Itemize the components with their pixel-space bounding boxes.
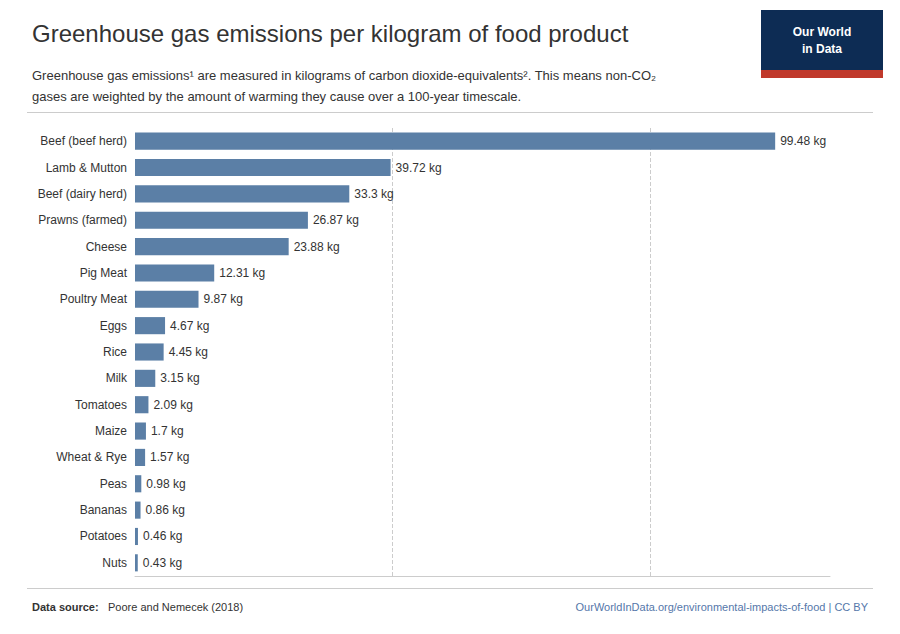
svg-text:Bananas: Bananas <box>80 503 127 517</box>
svg-text:4.67 kg: 4.67 kg <box>170 319 209 333</box>
svg-text:Cheese: Cheese <box>86 240 128 254</box>
svg-text:Tomatoes: Tomatoes <box>75 398 127 412</box>
svg-text:Maize: Maize <box>95 424 127 438</box>
svg-text:Greenhouse gas emissions¹ are: Greenhouse gas emissions¹ are measured i… <box>32 68 656 83</box>
svg-text:12.31 kg: 12.31 kg <box>219 266 265 280</box>
svg-text:Poultry Meat: Poultry Meat <box>60 292 128 306</box>
svg-text:Poore and Nemecek (2018): Poore and Nemecek (2018) <box>108 601 243 613</box>
svg-text:Rice: Rice <box>103 345 127 359</box>
svg-text:Beef (dairy herd): Beef (dairy herd) <box>38 187 127 201</box>
svg-text:39.72 kg: 39.72 kg <box>396 161 442 175</box>
svg-text:33.3 kg: 33.3 kg <box>354 187 393 201</box>
svg-text:0.86 kg: 0.86 kg <box>146 503 185 517</box>
svg-text:gases are weighted by the amou: gases are weighted by the amount of warm… <box>32 89 521 104</box>
svg-text:in Data: in Data <box>802 42 842 56</box>
svg-text:Beef (beef herd): Beef (beef herd) <box>40 134 127 148</box>
svg-text:1.7 kg: 1.7 kg <box>151 424 184 438</box>
svg-text:1.57 kg: 1.57 kg <box>150 450 189 464</box>
svg-text:23.88 kg: 23.88 kg <box>294 240 340 254</box>
svg-text:Peas: Peas <box>100 477 127 491</box>
svg-text:OurWorldInData.org/environment: OurWorldInData.org/environmental-impacts… <box>576 601 869 613</box>
svg-text:Data source:: Data source: <box>32 601 99 613</box>
svg-text:Potatoes: Potatoes <box>80 529 127 543</box>
svg-text:Greenhouse gas emissions per k: Greenhouse gas emissions per kilogram of… <box>32 20 629 47</box>
svg-text:Pig Meat: Pig Meat <box>80 266 128 280</box>
svg-text:0.46 kg: 0.46 kg <box>143 529 182 543</box>
svg-text:2.09 kg: 2.09 kg <box>153 398 192 412</box>
svg-text:Nuts: Nuts <box>102 556 127 570</box>
svg-text:Wheat & Rye: Wheat & Rye <box>56 450 127 464</box>
svg-text:0.98 kg: 0.98 kg <box>146 477 185 491</box>
svg-text:9.87 kg: 9.87 kg <box>204 292 243 306</box>
svg-text:99.48 kg: 99.48 kg <box>780 134 826 148</box>
svg-text:0.43 kg: 0.43 kg <box>143 556 182 570</box>
svg-text:Lamb & Mutton: Lamb & Mutton <box>46 161 127 175</box>
svg-text:Prawns (farmed): Prawns (farmed) <box>38 213 127 227</box>
svg-text:Eggs: Eggs <box>100 319 127 333</box>
svg-text:26.87 kg: 26.87 kg <box>313 213 359 227</box>
svg-text:Milk: Milk <box>106 371 128 385</box>
svg-text:Our World: Our World <box>793 25 851 39</box>
svg-text:4.45 kg: 4.45 kg <box>169 345 208 359</box>
svg-text:3.15 kg: 3.15 kg <box>160 371 199 385</box>
